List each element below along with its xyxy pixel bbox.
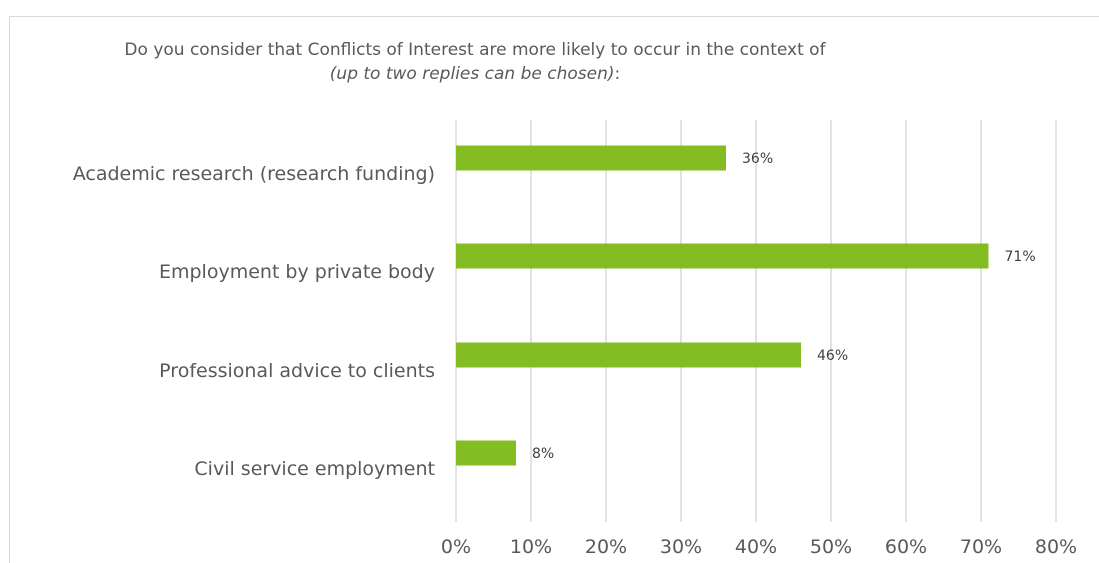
x-tick-label-40: 40% <box>735 536 777 558</box>
data-label-4: 8% <box>532 446 554 462</box>
data-label-3: 46% <box>817 348 848 364</box>
x-tick-label-0: 0% <box>441 536 471 558</box>
bar-4 <box>456 440 516 466</box>
category-label-2: Employment by private body <box>159 261 435 283</box>
chart-title-suffix: : <box>614 64 621 84</box>
x-tick-label-30: 30% <box>660 536 702 558</box>
chart-frame <box>9 16 1099 563</box>
chart-title: Do you consider that Conflicts of Intere… <box>110 38 840 86</box>
category-label-4: Civil service employment <box>194 458 435 480</box>
x-tick-label-80: 80% <box>1035 536 1077 558</box>
x-tick-label-60: 60% <box>885 536 927 558</box>
x-tick-label-50: 50% <box>810 536 852 558</box>
chart-title-note: (up to two replies can be chosen) <box>329 64 615 84</box>
category-label-1: Academic research (research funding) <box>73 163 435 185</box>
x-tick-label-10: 10% <box>510 536 552 558</box>
data-label-1: 36% <box>742 151 773 167</box>
data-label-2: 71% <box>1005 249 1036 265</box>
chart-title-main: Do you consider that Conflicts of Intere… <box>124 40 826 60</box>
bar-1 <box>456 145 726 171</box>
category-label-3: Professional advice to clients <box>159 360 435 382</box>
x-tick-label-70: 70% <box>960 536 1002 558</box>
bar-2 <box>456 243 989 269</box>
bar-3 <box>456 342 801 368</box>
x-tick-label-20: 20% <box>585 536 627 558</box>
